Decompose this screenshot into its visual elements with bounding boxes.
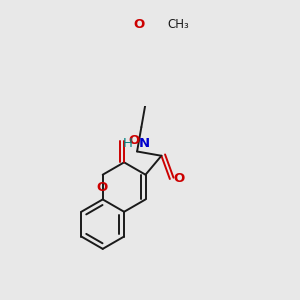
Text: H: H (122, 137, 132, 150)
Text: O: O (173, 172, 184, 185)
Text: O: O (133, 18, 145, 31)
Text: N: N (139, 137, 150, 150)
Text: CH₃: CH₃ (167, 18, 189, 31)
Text: O: O (96, 181, 107, 194)
Text: O: O (128, 134, 139, 147)
